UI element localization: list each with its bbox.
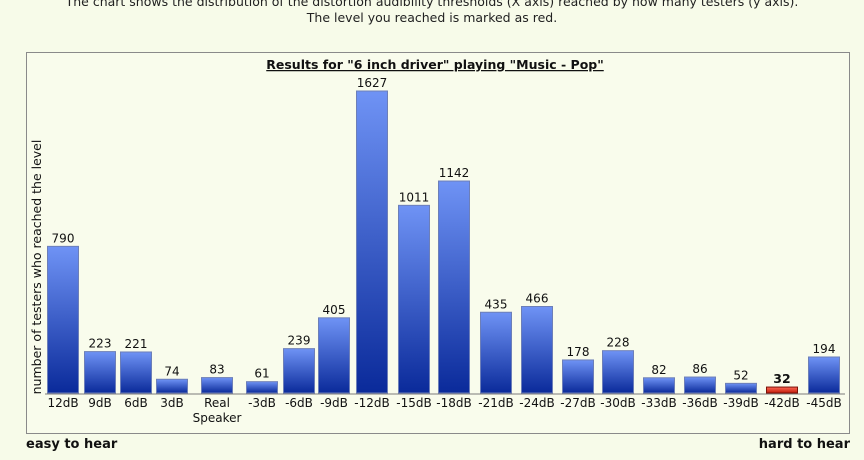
- bar-value-label: 466: [526, 292, 549, 306]
- x-tick-label: -36dB: [682, 396, 717, 410]
- x-tick-label: 6dB: [124, 396, 147, 410]
- bar: [725, 382, 757, 394]
- chart-panel: Results for "6 inch driver" playing "Mus…: [26, 52, 850, 434]
- bar: [356, 90, 388, 394]
- bar-value-label: 1011: [399, 190, 430, 204]
- x-tick-label: 9dB: [88, 396, 111, 410]
- bar-value-label: 194: [813, 342, 836, 356]
- x-tick-label: 3dB: [160, 396, 183, 410]
- y-axis-label: number of testers who reached the level: [29, 140, 44, 395]
- bar: [318, 317, 350, 394]
- x-tick-label: -45dB: [806, 396, 841, 410]
- x-tick-label: -39dB: [723, 396, 758, 410]
- bar-value-label: 83: [209, 363, 224, 377]
- x-tick-label: -3dB: [248, 396, 276, 410]
- bar-value-label: 32: [773, 371, 790, 386]
- bar-value-label: 221: [125, 337, 148, 351]
- x-tick-label: Real: [204, 396, 230, 410]
- bar: [643, 377, 675, 394]
- bar: [521, 306, 553, 394]
- bar: [47, 245, 79, 394]
- bar-chart: Results for "6 inch driver" playing "Mus…: [29, 57, 845, 425]
- x-tick-label: -15dB: [396, 396, 431, 410]
- bar: [246, 381, 278, 394]
- bar: [562, 359, 594, 394]
- x-tick-label: -30dB: [600, 396, 635, 410]
- x-tick-label: -12dB: [354, 396, 389, 410]
- bar: [602, 350, 634, 394]
- x-tick-label: 12dB: [47, 396, 78, 410]
- chart-description: The chart shows the distribution of the …: [0, 0, 864, 26]
- hard-to-hear-label: hard to hear: [758, 437, 850, 452]
- bar-value-label: 228: [607, 336, 630, 350]
- bar: [808, 356, 840, 394]
- bar: [84, 351, 116, 394]
- x-tick-label: -42dB: [764, 396, 799, 410]
- bar-value-label: 1142: [439, 166, 470, 180]
- x-tick-label: Speaker: [193, 411, 242, 425]
- x-tick-label: -27dB: [560, 396, 595, 410]
- bar-value-label: 405: [323, 303, 346, 317]
- bar: [156, 378, 188, 394]
- bar: [684, 376, 716, 394]
- bar: [480, 311, 512, 394]
- bar-value-label: 239: [288, 334, 311, 348]
- x-tick-label: -6dB: [285, 396, 313, 410]
- x-tick-label: -24dB: [519, 396, 554, 410]
- bar-value-label: 74: [164, 364, 179, 378]
- bar: [201, 377, 233, 394]
- x-tick-label: -9dB: [320, 396, 348, 410]
- x-tick-label: -18dB: [436, 396, 471, 410]
- bar-value-label: 86: [692, 362, 707, 376]
- bar-value-label: 52: [733, 368, 748, 382]
- bar-value-label: 178: [567, 345, 590, 359]
- bar-highlighted: [766, 386, 798, 394]
- description-line-1: The chart shows the distribution of the …: [65, 0, 799, 9]
- bar-value-label: 82: [651, 363, 666, 377]
- bar: [438, 180, 470, 394]
- x-tick-label: -33dB: [641, 396, 676, 410]
- bar-value-label: 790: [52, 231, 75, 245]
- bar: [120, 351, 152, 394]
- bar-value-label: 61: [254, 367, 269, 381]
- chart-title: Results for "6 inch driver" playing "Mus…: [266, 57, 604, 72]
- bar: [398, 204, 430, 394]
- description-line-2: The level you reached is marked as red.: [306, 10, 558, 25]
- x-tick-label: -21dB: [478, 396, 513, 410]
- bar-value-label: 435: [485, 297, 508, 311]
- bar-value-label: 223: [89, 337, 112, 351]
- bar: [283, 348, 315, 394]
- bar-value-label: 1627: [357, 76, 388, 90]
- easy-to-hear-label: easy to hear: [26, 437, 118, 452]
